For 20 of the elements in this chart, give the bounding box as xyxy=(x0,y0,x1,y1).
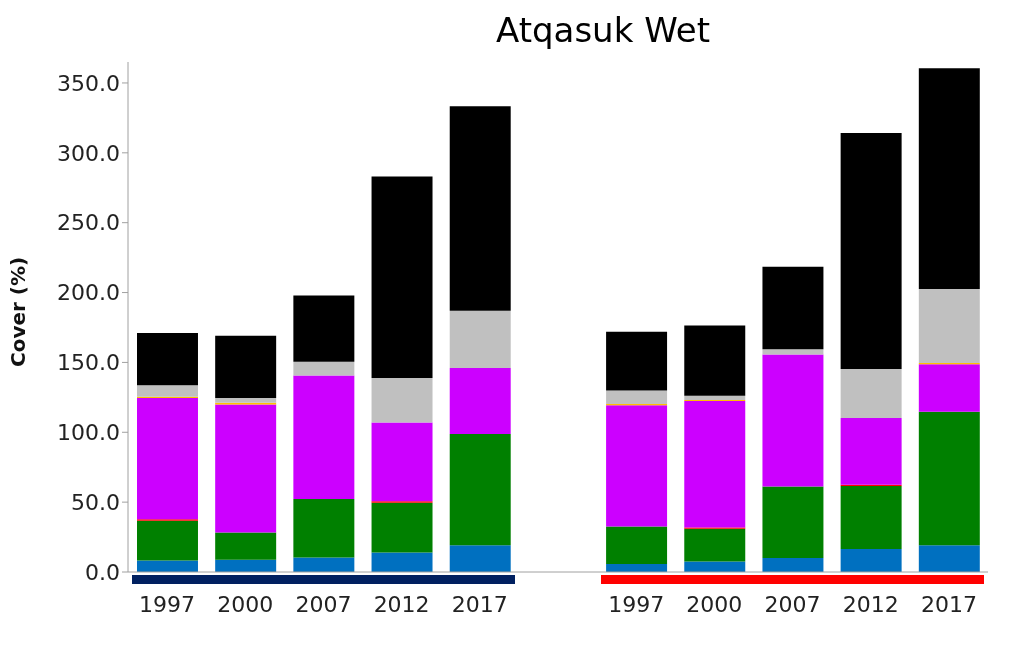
x-tick-label: 2017 xyxy=(451,591,508,617)
x-tick-label: 2007 xyxy=(764,591,821,617)
y-tick-label: 50.0 xyxy=(71,489,120,515)
x-tick-label: 1997 xyxy=(608,591,665,617)
y-tick-label: 350.0 xyxy=(57,70,120,96)
y-tick-label: 250.0 xyxy=(57,210,120,236)
y-tick-label: 150.0 xyxy=(57,350,120,376)
x-tick-label: 2007 xyxy=(295,591,352,617)
y-tick-label: 0.0 xyxy=(85,559,120,585)
y-axis-title: Cover (%) xyxy=(6,256,31,367)
chart-title: Atqasuk Wet xyxy=(494,9,711,52)
y-tick-label: 300.0 xyxy=(57,140,120,166)
x-tick-label: 2000 xyxy=(686,591,743,617)
y-tick-label: 100.0 xyxy=(57,420,120,446)
x-tick-label: 1997 xyxy=(139,591,196,617)
x-tick-label: 2012 xyxy=(842,591,899,617)
x-tick-label: 2000 xyxy=(217,591,274,617)
x-tick-label: 2017 xyxy=(920,591,977,617)
x-tick-label: 2012 xyxy=(373,591,430,617)
y-tick-label: 200.0 xyxy=(57,280,120,306)
